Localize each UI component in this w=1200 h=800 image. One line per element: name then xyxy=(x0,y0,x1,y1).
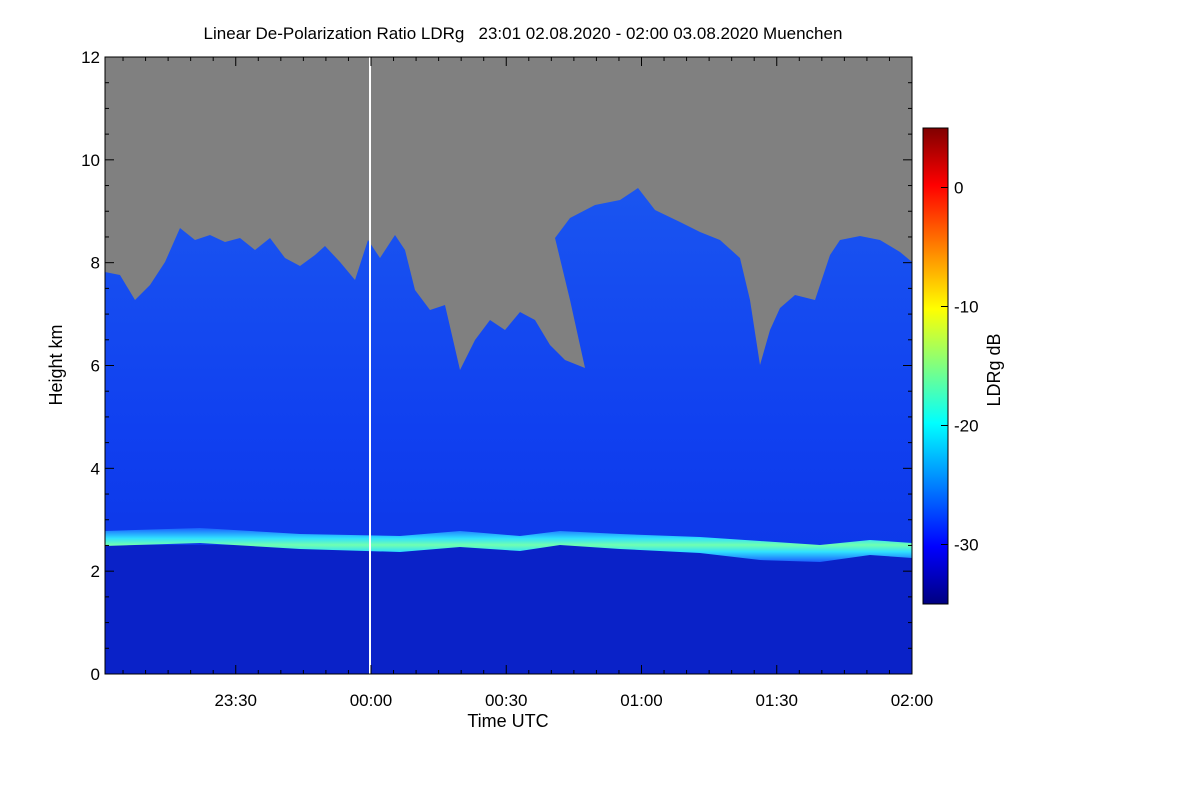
y-tick-label: 10 xyxy=(81,151,100,170)
plot-area xyxy=(105,57,912,674)
colorbar-tick-label: -30 xyxy=(954,536,979,555)
colorbar-tick-label: 0 xyxy=(954,179,963,198)
x-tick-label: 01:00 xyxy=(620,691,663,710)
colorbar-label: LDRg dB xyxy=(984,333,1004,406)
x-tick-label: 00:00 xyxy=(350,691,393,710)
x-tick-label: 23:30 xyxy=(214,691,257,710)
x-axis: 23:30 00:00 00:30 01:00 01:30 02:00 xyxy=(122,57,934,710)
y-tick-label: 8 xyxy=(91,254,100,273)
x-tick-label: 00:30 xyxy=(485,691,528,710)
y-tick-label: 12 xyxy=(81,48,100,67)
x-axis-title: Time UTC xyxy=(467,711,548,731)
y-tick-label: 2 xyxy=(91,562,100,581)
y-tick-label: 6 xyxy=(91,357,100,376)
colorbar-tick-label: -10 xyxy=(954,298,979,317)
chart-title: Linear De-Polarization Ratio LDRg 23:01 … xyxy=(204,24,843,43)
x-tick-label: 01:30 xyxy=(755,691,798,710)
boundary-layer-region xyxy=(105,545,912,674)
data-gap-line xyxy=(369,57,371,674)
x-tick-label: 02:00 xyxy=(891,691,934,710)
colorbar-ticks: 0 -10 -20 -30 xyxy=(941,179,979,555)
colorbar xyxy=(922,127,949,605)
y-axis-title: Height km xyxy=(46,324,66,405)
colorbar-tick-label: -20 xyxy=(954,417,979,436)
aerosol-layer-band xyxy=(105,528,912,562)
y-tick-label: 0 xyxy=(91,665,100,684)
y-tick-label: 4 xyxy=(91,459,100,478)
y-axis: 0 2 4 6 8 10 12 xyxy=(81,48,912,684)
